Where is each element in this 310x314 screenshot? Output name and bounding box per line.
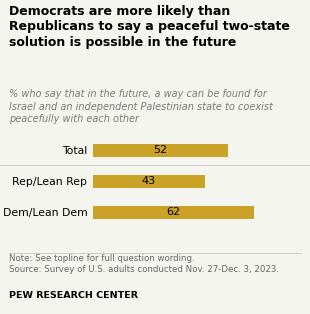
Bar xyxy=(93,144,228,157)
Text: 62: 62 xyxy=(166,207,180,217)
Text: Democrats are more likely than
Republicans to say a peaceful two-state
solution : Democrats are more likely than Republica… xyxy=(9,5,290,49)
Text: 43: 43 xyxy=(142,176,156,186)
Bar xyxy=(93,206,254,219)
Text: Note: See topline for full question wording.: Note: See topline for full question word… xyxy=(9,254,195,263)
Bar xyxy=(93,175,205,188)
Text: % who say that in the future, a way can be found for
Israel and an independent P: % who say that in the future, a way can … xyxy=(9,89,273,124)
Text: 52: 52 xyxy=(153,145,168,155)
Text: PEW RESEARCH CENTER: PEW RESEARCH CENTER xyxy=(9,291,138,300)
Text: Source: Survey of U.S. adults conducted Nov. 27-Dec. 3, 2023.: Source: Survey of U.S. adults conducted … xyxy=(9,265,279,274)
